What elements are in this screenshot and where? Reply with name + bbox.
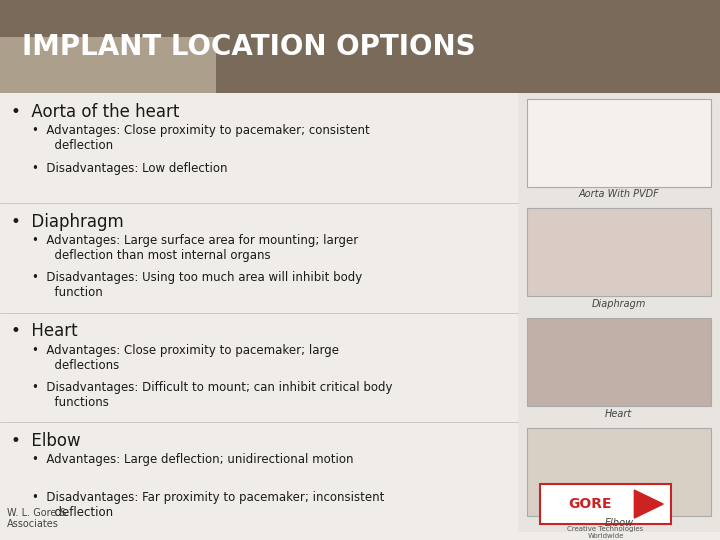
Text: Diaphragm: Diaphragm xyxy=(592,299,646,309)
Polygon shape xyxy=(634,490,663,518)
Text: •  Disadvantages: Using too much area will inhibit body
      function: • Disadvantages: Using too much area wil… xyxy=(32,271,363,299)
Text: •  Heart: • Heart xyxy=(11,322,78,340)
FancyBboxPatch shape xyxy=(527,208,711,296)
Text: •  Elbow: • Elbow xyxy=(11,432,81,450)
FancyBboxPatch shape xyxy=(540,484,671,524)
FancyBboxPatch shape xyxy=(527,428,711,516)
Text: Creative Technologies
Worldwide: Creative Technologies Worldwide xyxy=(567,525,644,538)
Text: •  Advantages: Close proximity to pacemaker; large
      deflections: • Advantages: Close proximity to pacemak… xyxy=(32,343,339,372)
FancyBboxPatch shape xyxy=(518,93,720,532)
FancyBboxPatch shape xyxy=(0,37,216,93)
Text: W. L. Gore &
Associates: W. L. Gore & Associates xyxy=(7,508,68,529)
Text: •  Advantages: Close proximity to pacemaker; consistent
      deflection: • Advantages: Close proximity to pacemak… xyxy=(32,124,370,152)
Text: GORE: GORE xyxy=(568,497,611,511)
Text: •  Diaphragm: • Diaphragm xyxy=(11,213,124,231)
Text: •  Advantages: Large deflection; unidirectional motion: • Advantages: Large deflection; unidirec… xyxy=(32,454,354,467)
Text: Elbow: Elbow xyxy=(604,518,634,528)
Text: Aorta With PVDF: Aorta With PVDF xyxy=(578,189,660,199)
FancyBboxPatch shape xyxy=(0,0,720,93)
Text: •  Disadvantages: Difficult to mount; can inhibit critical body
      functions: • Disadvantages: Difficult to mount; can… xyxy=(32,381,393,409)
Text: Heart: Heart xyxy=(606,409,632,419)
Text: •  Advantages: Large surface area for mounting; larger
      deflection than mos: • Advantages: Large surface area for mou… xyxy=(32,234,359,262)
Text: •  Disadvantages: Far proximity to pacemaker; inconsistent
      deflection: • Disadvantages: Far proximity to pacema… xyxy=(32,491,384,519)
Text: IMPLANT LOCATION OPTIONS: IMPLANT LOCATION OPTIONS xyxy=(22,32,475,60)
Text: •  Disadvantages: Low deflection: • Disadvantages: Low deflection xyxy=(32,161,228,174)
FancyBboxPatch shape xyxy=(527,318,711,406)
FancyBboxPatch shape xyxy=(527,99,711,186)
Text: •  Aorta of the heart: • Aorta of the heart xyxy=(11,103,179,121)
